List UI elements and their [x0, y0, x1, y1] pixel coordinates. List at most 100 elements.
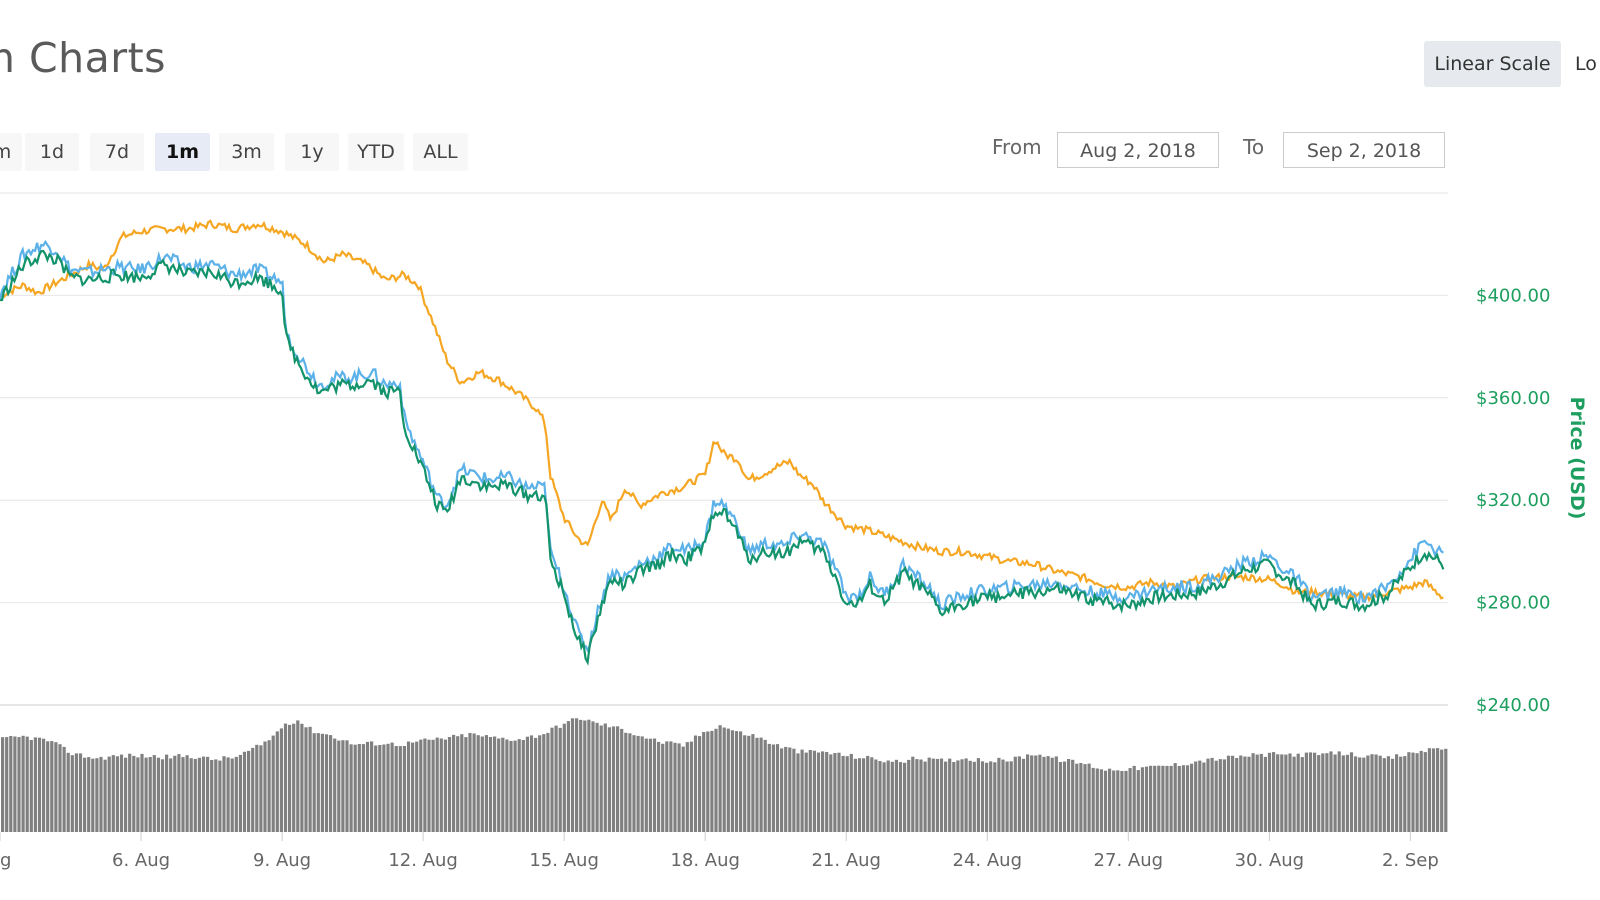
- volume-bar: [1206, 758, 1210, 832]
- range-button-1m[interactable]: 1m: [155, 133, 210, 171]
- volume-bar: [1362, 757, 1366, 832]
- volume-bar: [767, 743, 771, 832]
- volume-bar: [648, 738, 652, 832]
- volume-bar: [960, 759, 964, 832]
- volume-bar: [997, 757, 1001, 832]
- volume-bar: [230, 758, 234, 832]
- volume-bar: [923, 761, 927, 832]
- volume-bar: [1120, 771, 1124, 832]
- volume-bar: [169, 758, 173, 832]
- volume-bar: [1304, 752, 1308, 832]
- volume-bar: [1075, 763, 1079, 832]
- volume-bar: [1091, 767, 1095, 832]
- volume-bar: [1116, 770, 1120, 832]
- volume-bar: [698, 736, 702, 832]
- range-button-1y[interactable]: 1y: [285, 133, 339, 171]
- volume-bar: [800, 749, 804, 832]
- volume-bar: [206, 756, 210, 832]
- volume-bar: [349, 744, 353, 832]
- log-scale-button[interactable]: Lo: [1575, 53, 1597, 75]
- volume-bar: [1083, 764, 1087, 832]
- volume-bar: [1436, 748, 1440, 832]
- range-button-custom[interactable]: m: [0, 133, 22, 171]
- volume-bar: [1349, 752, 1354, 832]
- volume-bar: [833, 753, 837, 832]
- volume-bar: [156, 757, 160, 832]
- volume-bar: [538, 735, 542, 832]
- volume-bar: [1067, 759, 1071, 832]
- volume-bar: [1255, 754, 1259, 832]
- volume-bar: [115, 756, 119, 832]
- volume-bar: [370, 741, 374, 832]
- volume-bar: [722, 727, 726, 832]
- volume-bar: [759, 737, 763, 832]
- volume-bar: [119, 754, 124, 832]
- volume-bar: [911, 756, 915, 832]
- volume-bar: [1366, 755, 1370, 832]
- volume-bar: [337, 740, 341, 832]
- volume-bar: [476, 735, 480, 832]
- volume-bar: [5, 737, 9, 832]
- volume-bar: [1009, 761, 1013, 832]
- range-button-all[interactable]: ALL: [413, 133, 468, 171]
- volume-bar: [17, 737, 21, 832]
- volume-bar: [382, 744, 386, 832]
- volume-bar: [763, 739, 767, 832]
- volume-bar: [341, 740, 345, 832]
- volume-bar: [1411, 752, 1415, 832]
- volume-bar: [1112, 770, 1116, 832]
- volume-bar: [980, 761, 985, 832]
- volume-bar: [247, 750, 251, 832]
- volume-bar: [33, 737, 37, 832]
- volume-bar: [1276, 754, 1280, 832]
- volume-bar: [415, 741, 419, 832]
- volume-bar: [919, 759, 923, 832]
- volume-bar: [431, 739, 435, 832]
- volume-bar: [1308, 752, 1313, 832]
- range-button-3m[interactable]: 3m: [219, 133, 274, 171]
- volume-bar: [1358, 757, 1362, 832]
- linear-scale-button[interactable]: Linear Scale: [1424, 41, 1561, 87]
- volume-bar: [1395, 754, 1399, 832]
- volume-bar: [1079, 763, 1083, 832]
- volume-bar: [1050, 757, 1054, 832]
- volume-bar: [62, 746, 66, 832]
- volume-bar: [1403, 756, 1407, 832]
- volume-bar: [862, 758, 866, 832]
- volume-bar: [255, 744, 259, 832]
- volume-bar: [197, 757, 201, 832]
- volume-bar: [640, 736, 644, 832]
- volume-bar: [599, 725, 603, 832]
- volume-bar: [755, 737, 759, 832]
- volume-bar: [427, 739, 431, 832]
- volume-bar: [1321, 753, 1325, 832]
- volume-bar: [890, 761, 894, 832]
- volume-bar: [304, 727, 308, 832]
- volume-bar: [1423, 752, 1427, 832]
- volume-bar: [189, 758, 193, 832]
- to-date-input[interactable]: Sep 2, 2018: [1283, 132, 1445, 168]
- range-button-ytd[interactable]: YTD: [348, 133, 404, 171]
- volume-bar: [1280, 754, 1284, 832]
- volume-bar: [29, 740, 33, 832]
- volume-bar: [1226, 755, 1231, 832]
- volume-bar: [661, 743, 665, 832]
- volume-bar: [1333, 754, 1337, 832]
- from-date-input[interactable]: Aug 2, 2018: [1057, 132, 1219, 168]
- volume-bar: [173, 755, 177, 832]
- range-button-1d[interactable]: 1d: [25, 133, 79, 171]
- volume-bar: [1087, 763, 1091, 832]
- volume-bar: [915, 759, 919, 832]
- volume-bar: [1337, 751, 1341, 832]
- x-tick-label: ug: [0, 850, 11, 871]
- y-tick-label: $400.00: [1476, 285, 1550, 306]
- volume-bar: [968, 760, 972, 832]
- volume-bar: [443, 739, 447, 832]
- volume-bar: [550, 727, 554, 832]
- volume-bar: [1124, 770, 1128, 832]
- volume-bar: [1251, 753, 1255, 832]
- volume-bar: [488, 737, 493, 832]
- volume-bar: [1259, 753, 1263, 832]
- range-button-7d[interactable]: 7d: [90, 133, 144, 171]
